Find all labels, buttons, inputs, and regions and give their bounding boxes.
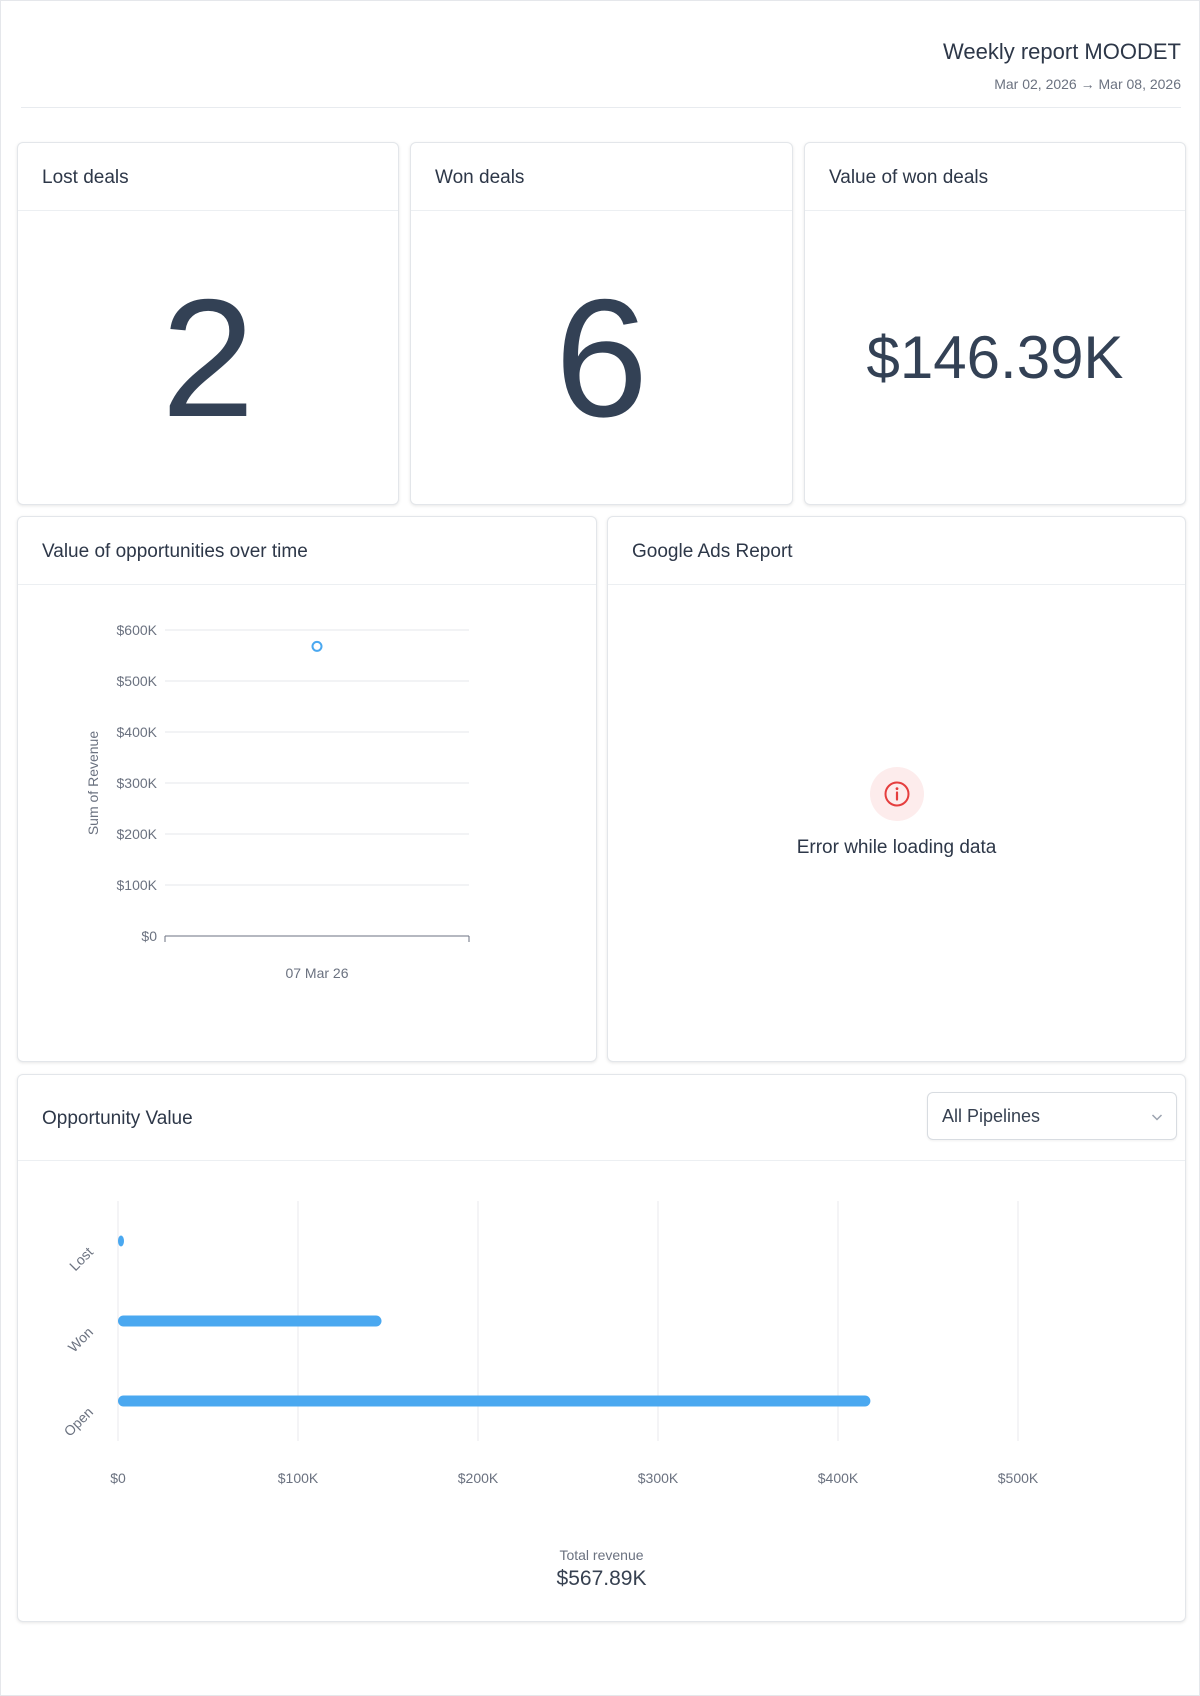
- opportunity-bar-chart: $0 $100K $200K $300K $400K $500K Lost Won Open: [61, 1201, 1039, 1486]
- pipeline-select-value: All Pipelines: [942, 1106, 1041, 1126]
- y-tick-label: $500K: [117, 673, 158, 689]
- card-header: Opportunity Value All Pipelines: [18, 1075, 1185, 1161]
- y-axis-title: Sum of Revenue: [85, 731, 101, 835]
- data-point: [311, 640, 323, 652]
- y-tick-label: $400K: [117, 724, 158, 740]
- total-revenue-value: $567.89K: [556, 1567, 647, 1590]
- bar: [118, 1395, 871, 1407]
- card-header: Value of opportunities over time: [18, 517, 596, 585]
- x-tick-label: 07 Mar 26: [285, 965, 348, 981]
- card-title: Won deals: [435, 167, 525, 188]
- won-deals-card: Won deals 6: [410, 142, 793, 505]
- card-header: Lost deals: [18, 143, 398, 211]
- y-tick-label: $0: [141, 928, 157, 944]
- y-tick-label: $600K: [117, 622, 158, 638]
- x-tick-label: $300K: [638, 1470, 679, 1486]
- card-title: Value of opportunities over time: [42, 541, 308, 562]
- card-title: Lost deals: [42, 167, 129, 188]
- x-tick-label: $400K: [818, 1470, 859, 1486]
- won-deals-value: 6: [554, 263, 649, 452]
- y-tick-label: Lost: [66, 1244, 96, 1274]
- lost-deals-card: Lost deals 2: [17, 142, 399, 505]
- card-header: Google Ads Report: [608, 517, 1185, 585]
- opportunities-over-time-card: Value of opportunities over time $0 $100K…: [17, 516, 597, 1062]
- x-tick-label: $200K: [458, 1470, 499, 1486]
- bar: [118, 1235, 124, 1247]
- info-circle-icon: [869, 767, 924, 821]
- card-title: Google Ads Report: [632, 541, 793, 562]
- y-tick-label: $100K: [117, 877, 158, 893]
- total-revenue-label: Total revenue: [559, 1547, 644, 1563]
- report-header: Weekly report MOODET Mar 02, 2026 → Mar …: [21, 1, 1181, 108]
- y-tick-label: Won: [65, 1324, 96, 1355]
- card-header: Value of won deals: [805, 143, 1185, 211]
- y-tick-label: $200K: [117, 826, 158, 842]
- opportunity-value-card: Opportunity Value All Pipelines $0 $100K $…: [17, 1074, 1186, 1622]
- google-ads-card: Google Ads Report Error while loading da…: [607, 516, 1186, 1062]
- won-value-amount: $146.39K: [866, 323, 1124, 391]
- chevron-down-icon: [1150, 1110, 1164, 1129]
- error-message: Error while loading data: [796, 837, 997, 858]
- report-title: Weekly report MOODET: [943, 39, 1181, 64]
- bar: [118, 1315, 382, 1327]
- x-tick-label: $500K: [998, 1470, 1039, 1486]
- card-header: Won deals: [411, 143, 792, 211]
- y-tick-label: $300K: [117, 775, 158, 791]
- lost-deals-value: 2: [161, 263, 255, 452]
- pipeline-select[interactable]: All Pipelines: [927, 1092, 1177, 1140]
- card-title: Opportunity Value: [42, 1108, 193, 1129]
- card-title: Value of won deals: [829, 167, 989, 188]
- error-state: Error while loading data: [608, 767, 1185, 859]
- won-value-card: Value of won deals $146.39K: [804, 142, 1186, 505]
- x-tick-label: $0: [110, 1470, 126, 1486]
- report-date-range: Mar 02, 2026 → Mar 08, 2026: [994, 76, 1181, 92]
- y-tick-label: Open: [61, 1404, 97, 1440]
- opportunities-scatter-chart: $0 $100K $200K $300K $400K $500K $600K 07 Mar 2…: [85, 622, 470, 981]
- x-tick-label: $100K: [278, 1470, 319, 1486]
